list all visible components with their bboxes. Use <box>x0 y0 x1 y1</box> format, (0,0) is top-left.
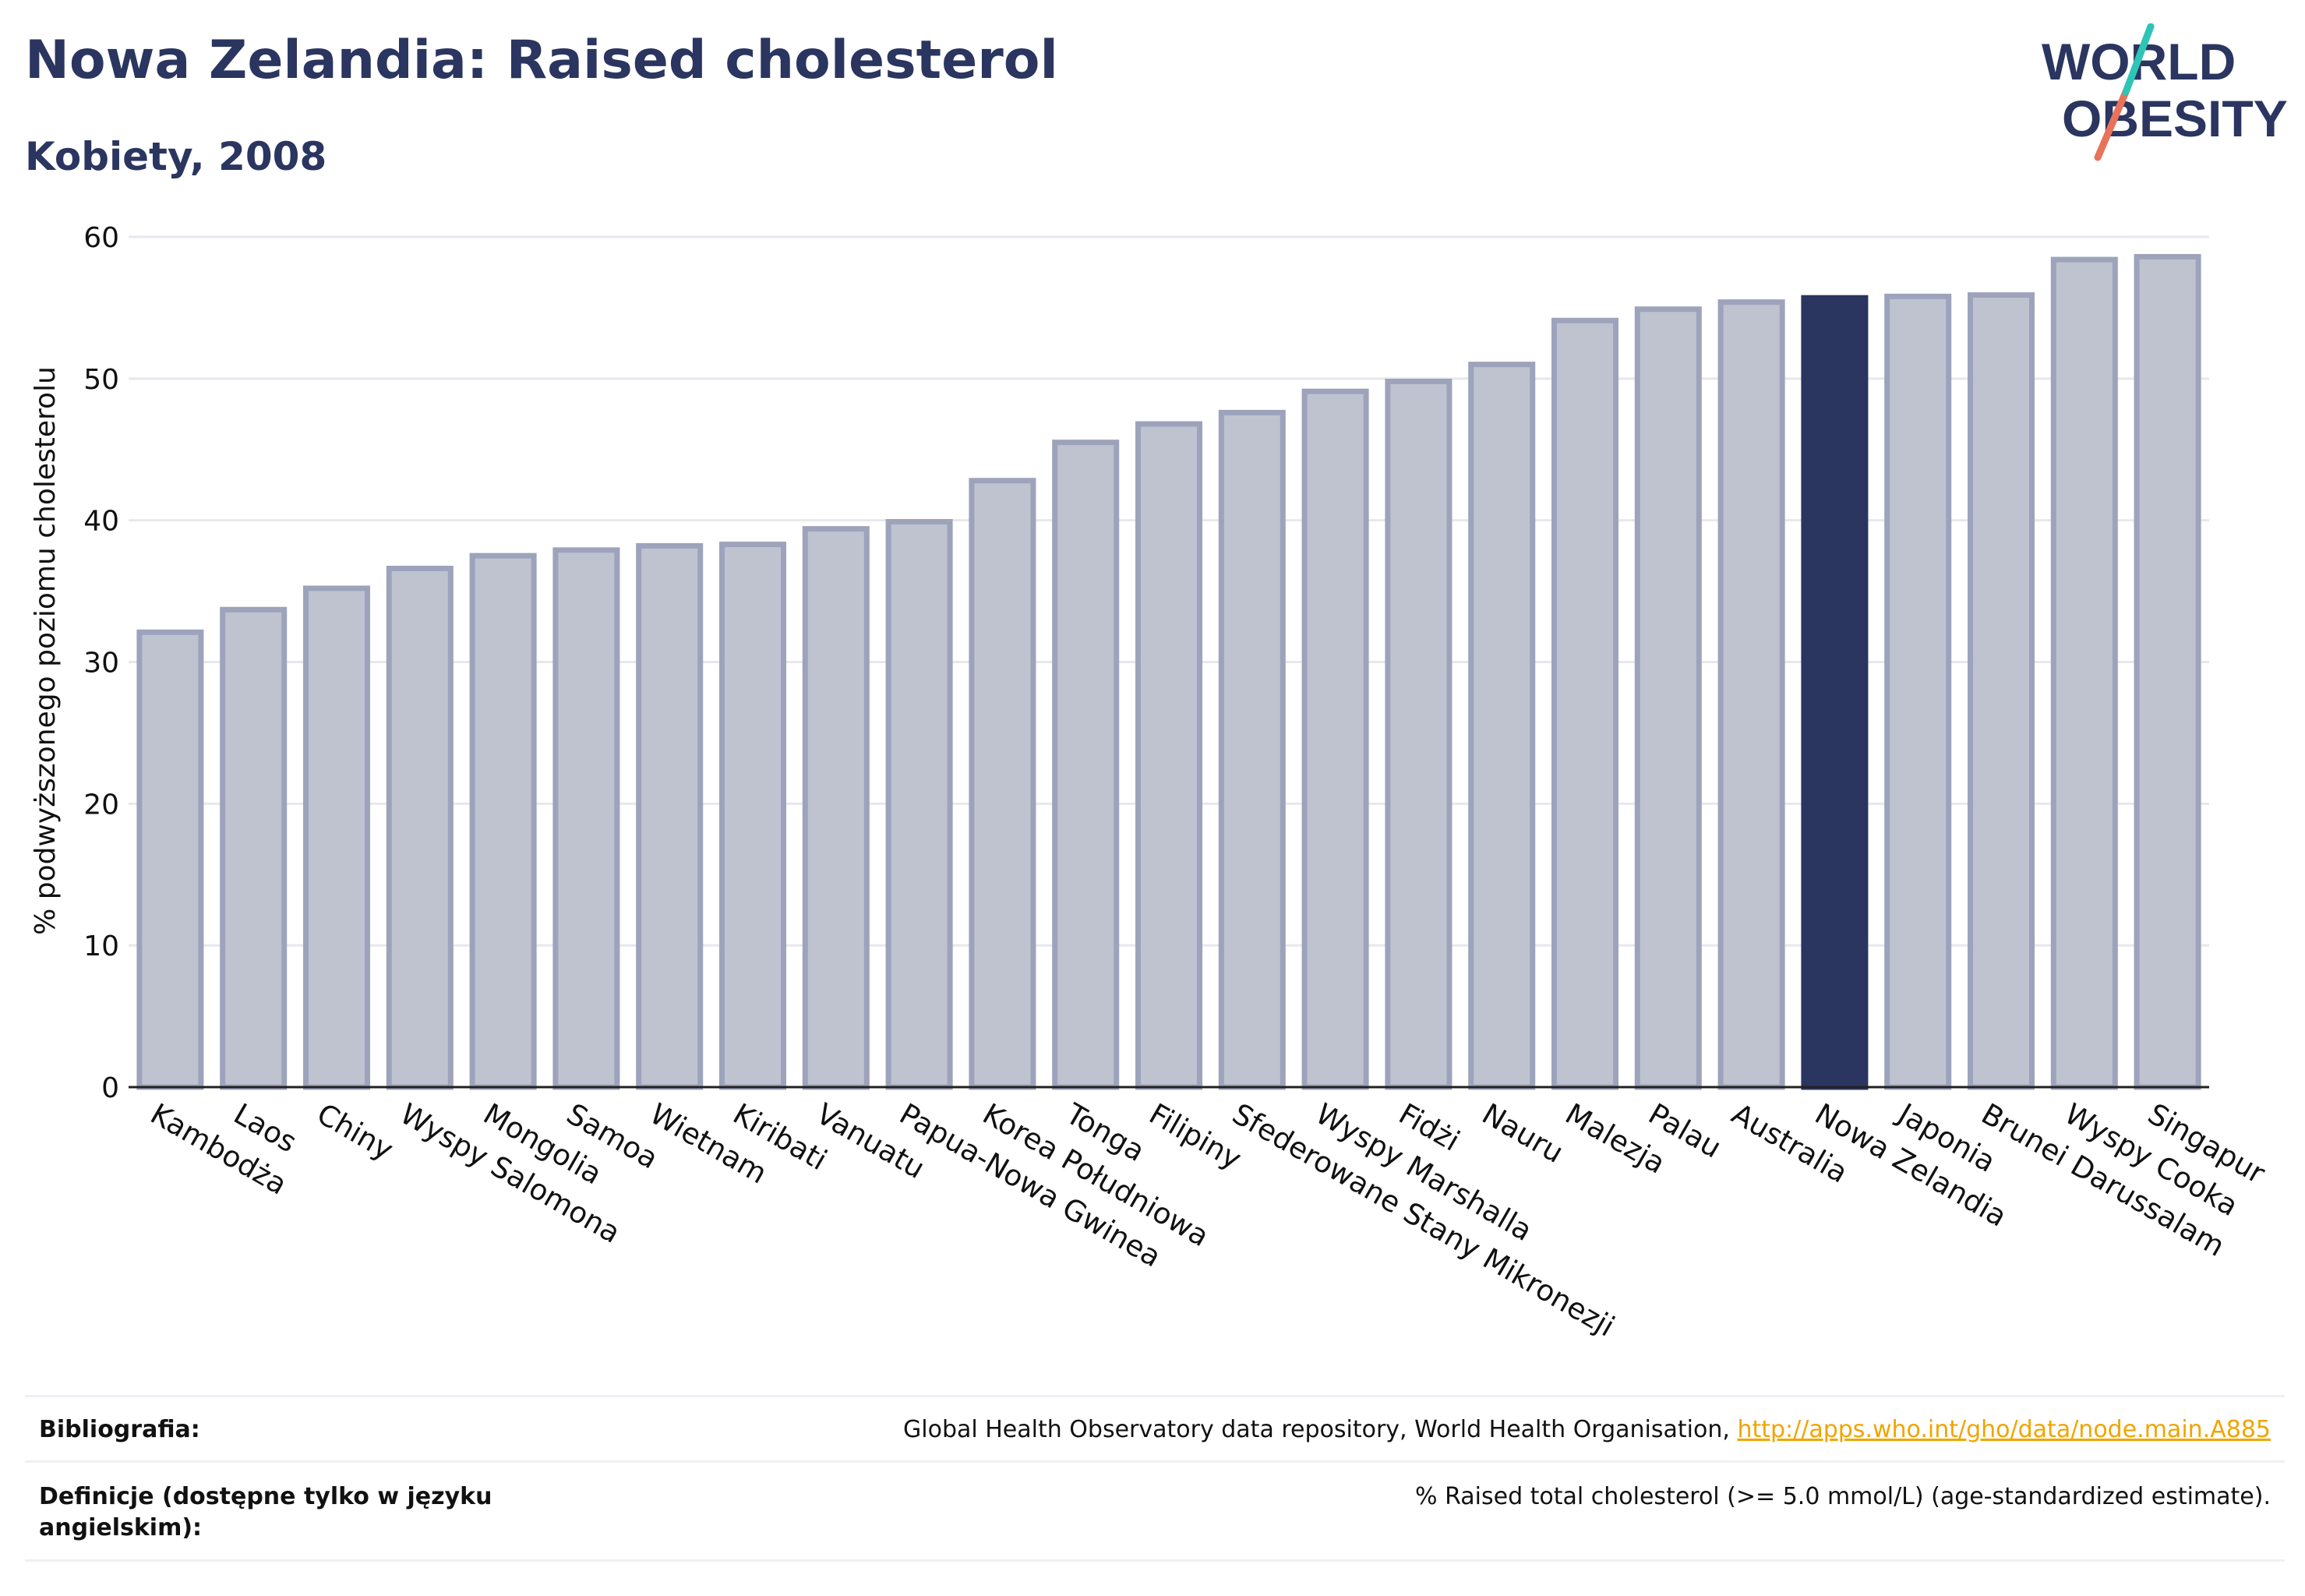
bar <box>636 542 704 1090</box>
chart-title: Nowa Zelandia: Raised cholesterol <box>25 30 1058 91</box>
world-obesity-logo: WORLD OBESITY <box>2042 23 2288 161</box>
bibliography-link[interactable]: http://apps.who.int/gho/data/node.main.A… <box>1737 1416 2271 1443</box>
definitions-label: Definicje (dostępne tylko w języku angie… <box>39 1483 492 1541</box>
bar <box>302 585 371 1090</box>
footer-row-definitions: Definicje (dostępne tylko w języku angie… <box>25 1460 2285 1562</box>
bar <box>1135 421 1203 1090</box>
bibliography-label: Bibliografia: <box>39 1416 200 1443</box>
bar <box>1884 293 1952 1090</box>
y-tick-label: 20 <box>83 789 119 821</box>
y-tick-label: 0 <box>101 1072 119 1104</box>
definitions-value: % Raised total cholesterol (>= 5.0 mmol/… <box>1415 1483 2271 1510</box>
bar <box>1468 362 1536 1090</box>
bar <box>1385 378 1453 1090</box>
bar-layer <box>136 253 2201 1090</box>
x-tick-label: Nauru <box>1477 1097 1569 1170</box>
bar <box>1218 409 1286 1090</box>
bar <box>1551 317 1619 1090</box>
bar <box>1717 299 1785 1090</box>
footer-row-bibliography: Bibliografia: Global Health Observatory … <box>25 1395 2285 1463</box>
x-tick-label: Filipiny <box>1144 1097 1248 1177</box>
logo-slash-lower <box>2094 88 2130 161</box>
bar <box>1301 388 1369 1090</box>
x-tick-label: Chiny <box>312 1097 399 1167</box>
bar <box>885 518 953 1090</box>
bar <box>220 606 288 1090</box>
bar <box>386 565 454 1090</box>
logo-line2: OBESITY <box>2062 90 2288 147</box>
bibliography-value: Global Health Observatory data repositor… <box>903 1416 2271 1443</box>
logo-slash-upper <box>2122 23 2155 96</box>
bar <box>469 553 537 1090</box>
y-tick-label: 60 <box>83 222 119 254</box>
bar <box>2050 256 2118 1090</box>
y-tick-label: 50 <box>83 364 119 396</box>
bar <box>718 542 787 1090</box>
bar <box>1801 295 1869 1090</box>
y-tick-label: 30 <box>83 648 119 680</box>
bar <box>1967 292 2035 1090</box>
bibliography-text: Global Health Observatory data repositor… <box>903 1416 1738 1443</box>
y-axis-label: % podwyższonego poziomu cholesterolu <box>30 366 62 935</box>
bar <box>136 629 204 1090</box>
bar <box>1634 306 1702 1090</box>
bar <box>969 478 1036 1090</box>
bar <box>802 526 870 1090</box>
chart-subtitle: Kobiety, 2008 <box>25 134 327 179</box>
bar <box>552 547 620 1090</box>
y-tick-label: 40 <box>83 506 119 538</box>
bar <box>1052 440 1120 1090</box>
y-tick-label: 10 <box>83 930 119 962</box>
bar <box>2134 253 2201 1090</box>
